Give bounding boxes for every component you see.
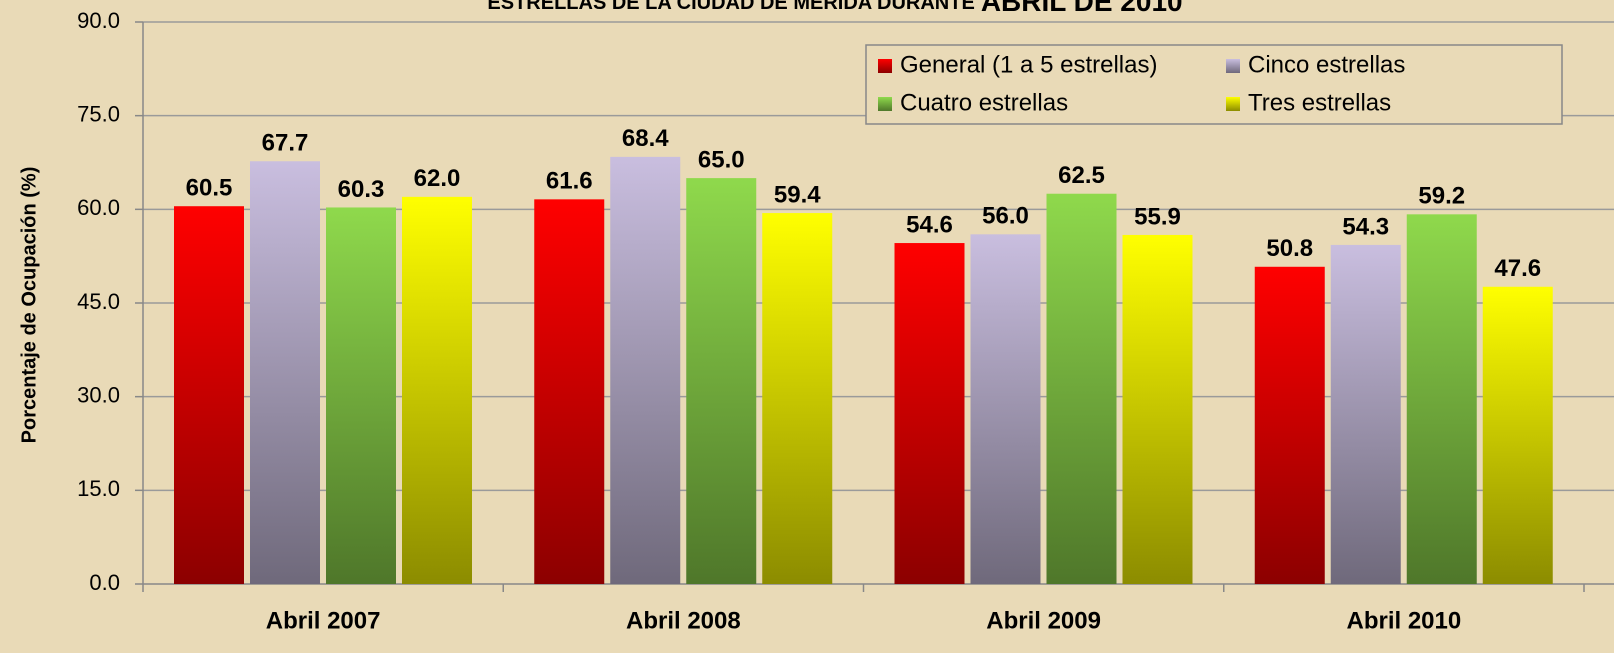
data-label: 59.4 [774,181,821,208]
bar [970,234,1041,585]
data-label: 60.3 [338,176,385,203]
legend-label: Cinco estrellas [1248,51,1405,78]
chart-title: ESTRELLAS DE LA CIUDAD DE MERIDA DURANTE… [487,0,1182,17]
x-tick-label: Abril 2010 [1347,607,1462,634]
data-label: 60.5 [186,175,233,202]
legend-swatch [1226,59,1240,73]
bar [174,206,244,584]
y-tick-label: 45.0 [77,289,120,314]
bar [326,207,396,584]
data-label: 62.0 [414,165,461,192]
data-label: 67.7 [262,130,309,157]
bar [534,199,605,584]
bar [1122,234,1193,585]
data-label: 65.0 [698,146,745,173]
legend-swatch [1226,97,1240,111]
data-label: 62.5 [1058,162,1105,189]
y-tick-label: 60.0 [77,195,120,220]
bar [894,243,965,584]
data-label: 59.2 [1418,183,1465,210]
bar [1330,244,1401,584]
bar [762,213,833,584]
y-tick-label: 30.0 [77,382,120,407]
bar [1046,193,1117,584]
y-tick-label: 0.0 [89,570,120,595]
legend-box [865,44,1563,125]
bar [1406,214,1477,584]
data-label: 55.9 [1134,203,1181,230]
y-tick-label: 90.0 [77,8,120,33]
x-tick-label: Abril 2007 [266,607,381,634]
legend-label: Tres estrellas [1248,89,1391,116]
bar [1254,266,1325,584]
data-label: 47.6 [1494,255,1541,282]
bar [402,196,472,584]
x-tick-label: Abril 2009 [986,607,1101,634]
data-label: 50.8 [1266,235,1313,262]
bar [610,156,681,584]
data-label: 61.6 [546,168,593,195]
data-label: 54.6 [906,211,953,238]
y-tick-label: 75.0 [77,101,120,126]
legend-swatch [878,59,892,73]
y-tick-label: 15.0 [77,476,120,501]
bar [1482,286,1553,584]
y-axis-label: Porcentaje de Ocupación (%) [18,167,40,444]
bar [250,161,320,585]
legend-swatch [878,97,892,111]
data-label: 54.3 [1342,213,1389,240]
title-text: ESTRELLAS DE LA CIUDAD DE MERIDA DURANTE [487,0,974,14]
legend-label: Cuatro estrellas [900,89,1068,116]
legend-label: General (1 a 5 estrellas) [900,51,1157,78]
data-label: 68.4 [622,125,669,152]
x-tick-label: Abril 2008 [626,607,741,634]
data-label: 56.0 [982,203,1029,230]
bar [686,178,757,584]
title-emphasis: ABRIL DE 2010 [981,0,1183,17]
